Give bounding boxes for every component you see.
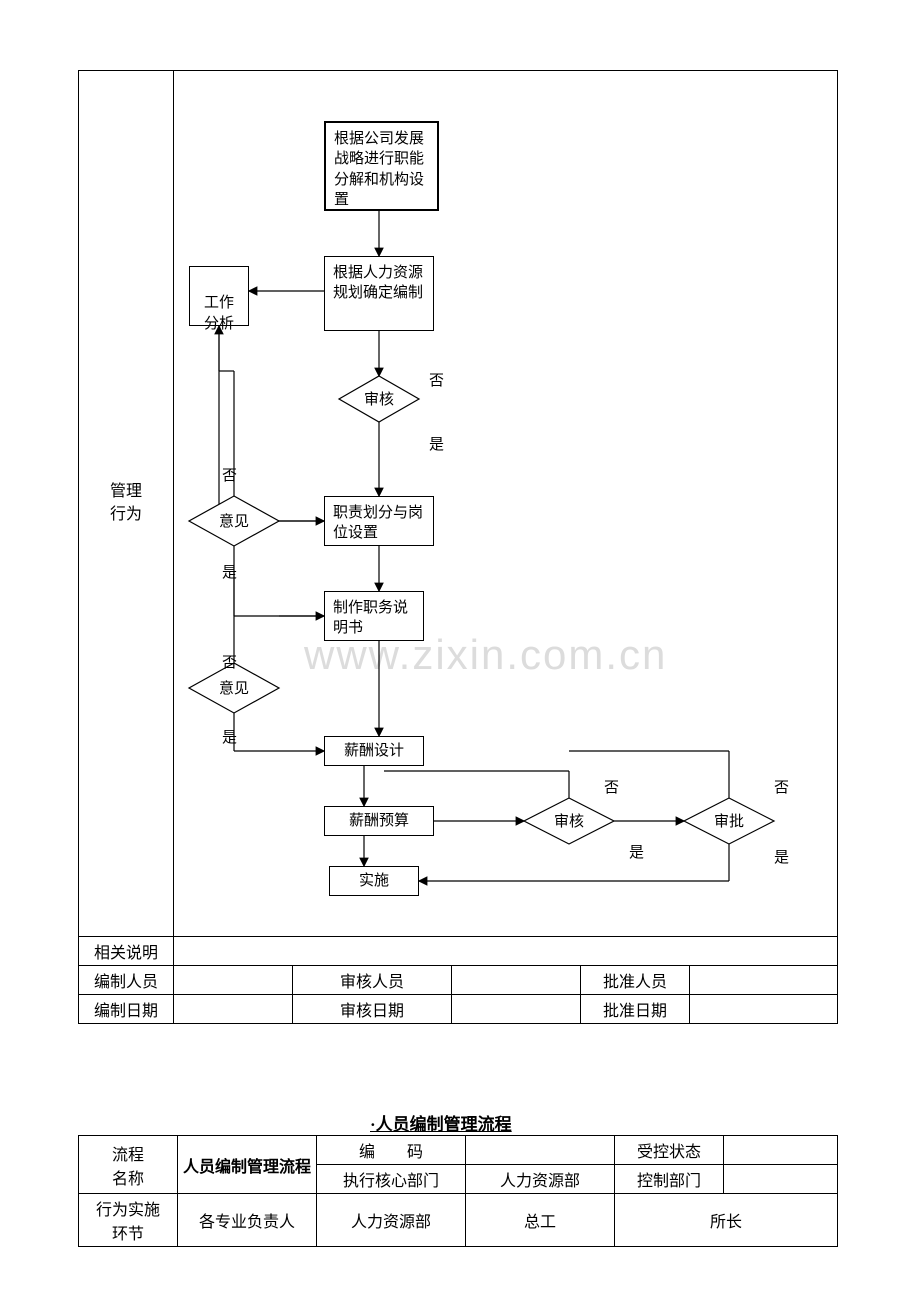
node-salary-design-text: 薪酬设计 — [344, 743, 404, 759]
footer-approve-date-label: 批准日期 — [581, 995, 690, 1024]
diamond-review-2: 审核 — [524, 798, 614, 844]
node-job-manual: 制作职务说明书 — [324, 591, 424, 641]
node-job-analysis: 工作 分析 — [189, 266, 249, 326]
diamond-approve: 审批 — [684, 798, 774, 844]
bt-exec-dept-label: 执行核心部门 — [317, 1165, 466, 1194]
footer-related-desc: 相关说明 — [79, 937, 174, 966]
node-salary-design: 薪酬设计 — [324, 736, 424, 766]
node-duty-position-text: 职责划分与岗位设置 — [333, 505, 423, 541]
bt-process-name-label: 流程 名称 — [79, 1136, 178, 1194]
flowchart-area: www.zixin.com.cn — [174, 71, 837, 936]
svg-text:审批: 审批 — [714, 813, 744, 830]
node-salary-budget: 薪酬预算 — [324, 806, 434, 836]
bt-phase-hr: 人力资源部 — [317, 1194, 466, 1247]
d1-yes-label: 是 — [429, 433, 444, 454]
node-strategy: 根据公司发展战略进行职能分解和机构设置 — [324, 121, 439, 211]
svg-text:意见: 意见 — [219, 679, 249, 697]
d5-yes-label: 是 — [774, 846, 789, 867]
d3-no-label: 否 — [222, 651, 237, 672]
d3-yes-label: 是 — [222, 726, 237, 747]
d2-yes-label: 是 — [222, 561, 237, 582]
bt-phase-chief: 总工 — [466, 1194, 615, 1247]
bt-phase-owner: 各专业负责人 — [178, 1194, 317, 1247]
node-job-manual-text: 制作职务说明书 — [333, 600, 408, 636]
d1-no-label: 否 — [429, 369, 444, 390]
footer-reviewer-label: 审核人员 — [293, 966, 452, 995]
diamond-opinion-1: 意见 — [189, 496, 279, 546]
node-hr-plan: 根据人力资源规划确定编制 — [324, 256, 434, 331]
d4-no-label: 否 — [604, 776, 619, 797]
row-label: 管理 行为 — [83, 481, 169, 526]
d4-yes-label: 是 — [629, 841, 644, 862]
bt-code-label: 编 码 — [317, 1136, 466, 1165]
bt-phase-label: 行为实施 环节 — [79, 1194, 178, 1247]
svg-text:审核: 审核 — [554, 813, 584, 830]
node-job-analysis-text: 工作 分析 — [204, 295, 234, 331]
bt-phase-director: 所长 — [615, 1194, 838, 1247]
diamond-review-1: 审核 — [339, 376, 419, 422]
d5-no-label: 否 — [774, 776, 789, 797]
node-hr-plan-text: 根据人力资源规划确定编制 — [333, 265, 423, 301]
d2-no-label: 否 — [222, 464, 237, 485]
bt-control-status-label: 受控状态 — [615, 1136, 724, 1165]
footer-review-date-label: 审核日期 — [293, 995, 452, 1024]
bt-process-name: 人员编制管理流程 — [178, 1136, 317, 1194]
node-salary-budget-text: 薪酬预算 — [349, 813, 409, 829]
bt-control-dept-label: 控制部门 — [615, 1165, 724, 1194]
footer-author-date-label: 编制日期 — [79, 995, 174, 1024]
svg-text:审核: 审核 — [364, 391, 394, 408]
svg-text:意见: 意见 — [219, 512, 249, 530]
node-implement: 实施 — [329, 866, 419, 896]
bt-exec-dept: 人力资源部 — [466, 1165, 615, 1194]
section-title-2: ·人员编制管理流程 — [370, 1110, 512, 1135]
footer-author-label: 编制人员 — [79, 966, 174, 995]
footer-approver-label: 批准人员 — [581, 966, 690, 995]
node-duty-position: 职责划分与岗位设置 — [324, 496, 434, 546]
node-implement-text: 实施 — [359, 873, 389, 889]
node-strategy-text: 根据公司发展战略进行职能分解和机构设置 — [334, 131, 424, 208]
